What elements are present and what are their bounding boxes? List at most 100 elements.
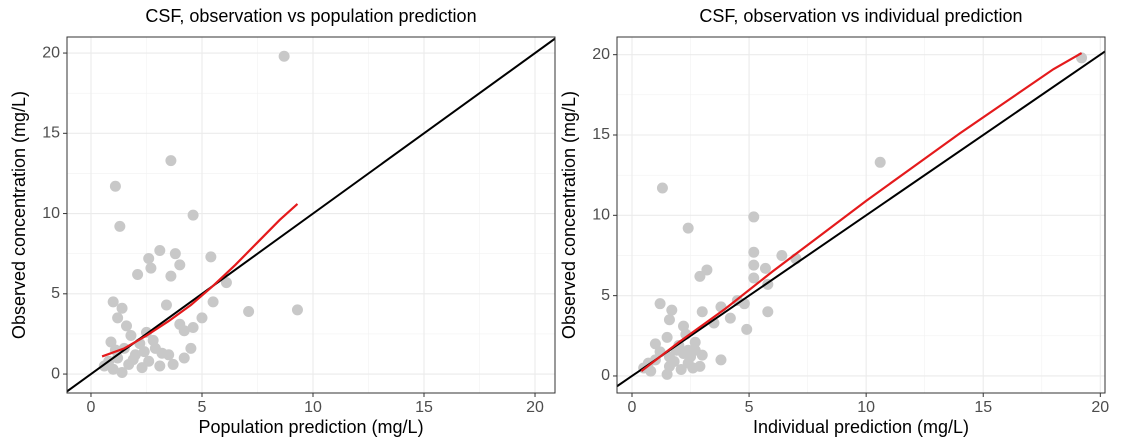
plot-area [67, 37, 555, 393]
data-point [174, 259, 186, 271]
y-tick-label: 20 [592, 46, 610, 63]
data-point [663, 314, 675, 326]
smooth-line [101, 203, 299, 358]
data-point [694, 270, 706, 282]
grid [617, 37, 1105, 393]
data-point [114, 220, 126, 232]
y-tick-label: 15 [592, 126, 610, 143]
plot-border [66, 36, 556, 394]
data-point [220, 277, 232, 289]
data-point [116, 302, 128, 314]
data-point [160, 299, 172, 311]
data-point [661, 331, 673, 343]
data-point [675, 364, 687, 376]
identity-line [67, 37, 555, 393]
plot-area [617, 50, 1105, 388]
data-point [143, 252, 155, 264]
data-point [694, 360, 706, 372]
data-point [178, 352, 190, 364]
data-point [207, 296, 219, 308]
data-point [748, 272, 760, 284]
data-point [167, 358, 179, 370]
y-tick-label: 0 [51, 365, 60, 382]
data-point [741, 323, 753, 335]
x-tick-label: 15 [974, 399, 992, 416]
y-tick-label: 5 [601, 287, 610, 304]
data-point [748, 246, 760, 258]
x-tick-label: 10 [304, 399, 322, 416]
data-point [121, 320, 133, 332]
data-point [243, 305, 255, 317]
y-tick-label: 5 [51, 285, 60, 302]
chart-title: CSF, observation vs individual predictio… [699, 6, 1022, 26]
data-point [178, 325, 190, 337]
x-axis-label: Population prediction (mg/L) [198, 417, 423, 437]
identity-line [617, 50, 1105, 388]
plot-border [616, 36, 1106, 394]
y-tick-label: 20 [42, 44, 60, 61]
data-point [105, 336, 117, 348]
data-point [132, 269, 144, 281]
data-point [661, 368, 673, 380]
x-tick-label: 10 [857, 399, 875, 416]
chart-title: CSF, observation vs population predictio… [145, 6, 476, 26]
x-tick-label: 5 [745, 399, 754, 416]
data-point [724, 312, 736, 324]
data-point [748, 259, 760, 271]
data-point [656, 182, 668, 194]
y-tick-label: 10 [592, 207, 610, 224]
data-point [666, 304, 678, 316]
x-tick-label: 5 [198, 399, 207, 416]
panel: 0 5 10 15 20 0 5 10 15 20 CSF, observation vs popu… [9, 6, 556, 437]
data-point [187, 322, 199, 334]
data-point [107, 296, 119, 308]
data-point [136, 362, 148, 374]
data-point [107, 363, 119, 375]
data-point [668, 356, 680, 368]
y-axis-label: Observed concentration (mg/L) [9, 91, 29, 339]
data-point [125, 330, 137, 342]
x-tick-label: 20 [1091, 399, 1109, 416]
data-point [165, 155, 177, 167]
data-point [696, 306, 708, 318]
y-axis-label: Observed concentration (mg/L) [559, 91, 579, 339]
x-tick-label: 0 [87, 399, 96, 416]
data-point [776, 249, 788, 261]
data-point [116, 366, 128, 378]
data-point [145, 262, 157, 274]
data-point [138, 346, 150, 358]
data-point [715, 354, 727, 366]
data-point [205, 251, 217, 263]
panel: 0 5 10 15 20 0 5 10 15 20 CSF, observation vs indi… [559, 6, 1110, 437]
data-point [112, 312, 124, 324]
data-point [169, 248, 181, 260]
data-point [109, 180, 121, 192]
data-point [874, 156, 886, 168]
data-point [654, 298, 666, 310]
y-tick-label: 10 [42, 205, 60, 222]
y-tick-label: 15 [42, 125, 60, 142]
data-point [689, 336, 701, 348]
data-point [163, 349, 175, 361]
x-tick-label: 0 [628, 399, 637, 416]
data-point [154, 244, 166, 256]
data-point [291, 304, 303, 316]
data-point [154, 360, 166, 372]
x-tick-label: 20 [526, 399, 544, 416]
data-point [762, 306, 774, 318]
x-axis-label: Individual prediction (mg/L) [753, 417, 969, 437]
data-point [196, 312, 208, 324]
data-point [682, 344, 694, 356]
data-point [649, 338, 661, 350]
x-tick-label: 15 [415, 399, 433, 416]
data-point [748, 211, 760, 223]
data-point [278, 50, 290, 62]
y-tick-label: 0 [601, 367, 610, 384]
data-point [185, 342, 197, 354]
data-point [701, 264, 713, 276]
data-point [165, 270, 177, 282]
data-point [149, 342, 161, 354]
data-point [127, 354, 139, 366]
data-point [187, 209, 199, 221]
